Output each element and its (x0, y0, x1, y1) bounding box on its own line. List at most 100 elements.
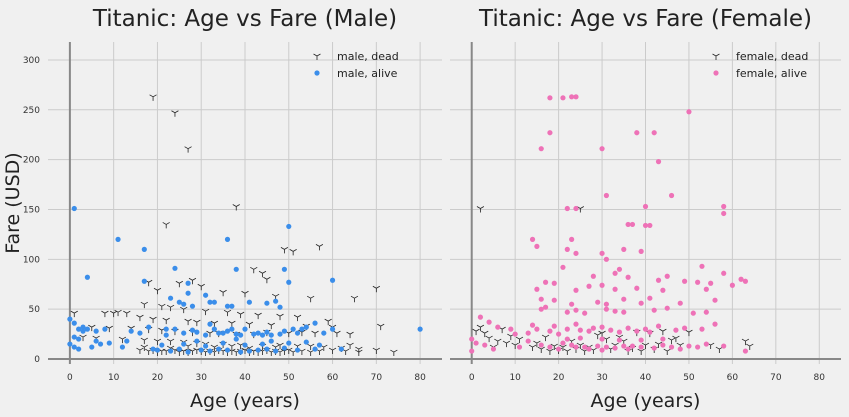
data-point (576, 342, 585, 350)
data-point (223, 309, 232, 317)
data-point (224, 347, 231, 353)
data-point (551, 323, 557, 329)
data-point (236, 311, 245, 319)
data-point (599, 146, 605, 152)
data-point (612, 270, 618, 276)
data-point (136, 347, 144, 355)
data-point (599, 336, 605, 342)
x-tick-label: 40 (640, 373, 652, 383)
data-point (599, 324, 605, 330)
data-point (224, 236, 231, 242)
data-point (664, 305, 670, 311)
data-point (634, 328, 640, 334)
data-point (346, 342, 354, 350)
data-point (634, 285, 640, 291)
data-point (203, 343, 209, 349)
data-point (293, 314, 302, 322)
data-point (564, 336, 570, 342)
data-point (586, 328, 592, 334)
data-point (538, 296, 544, 302)
data-point (508, 326, 514, 332)
data-point (197, 283, 205, 291)
data-point (149, 316, 157, 324)
data-point (258, 270, 267, 278)
data-point (276, 313, 284, 321)
data-point (294, 347, 301, 353)
y-axis-label: Fare (USD) (2, 152, 24, 253)
data-point (241, 290, 249, 298)
data-point (564, 205, 570, 212)
data-point (586, 346, 592, 352)
data-point (123, 310, 131, 318)
data-point (695, 344, 701, 350)
data-point (599, 250, 605, 256)
chart-panel-2: 0 10 20 30 40 50 60 70 80 female, dead female, ali… (450, 6, 841, 412)
y-tick-label: 50 (29, 305, 41, 315)
data-point (264, 300, 270, 306)
x-tick-label: 80 (414, 373, 426, 383)
data-point (573, 250, 579, 256)
data-point (312, 320, 318, 326)
data-point (154, 347, 161, 353)
data-point (482, 342, 488, 348)
data-point (329, 277, 336, 283)
data-point (281, 345, 287, 351)
x-tick-label: 30 (195, 373, 207, 383)
data-point (280, 247, 289, 254)
data-point (668, 344, 675, 350)
data-point (193, 319, 201, 327)
data-point (564, 309, 570, 315)
data-point (511, 342, 519, 350)
data-point (569, 301, 575, 307)
data-point (136, 314, 144, 322)
data-point (321, 330, 327, 336)
data-point (268, 338, 274, 344)
data-point (634, 130, 640, 136)
data-point (512, 331, 518, 337)
x-tick-label: 70 (770, 373, 782, 383)
data-point (599, 282, 605, 288)
data-point (612, 308, 618, 314)
data-point (172, 326, 178, 332)
x-tick-label: 0 (469, 373, 475, 383)
data-point (550, 343, 558, 351)
data-point (264, 346, 270, 352)
data-point (158, 303, 166, 311)
x-tick-label: 30 (596, 373, 608, 383)
data-point (599, 347, 605, 353)
data-point (638, 337, 644, 343)
data-point (625, 346, 631, 352)
x-tick-label: 10 (509, 373, 521, 383)
x-tick-label: 60 (727, 373, 739, 383)
data-point (534, 243, 540, 249)
data-point (289, 249, 297, 256)
data-point (485, 335, 493, 343)
data-point (207, 321, 213, 327)
data-point (181, 341, 187, 347)
data-point (638, 248, 644, 254)
data-point (564, 246, 570, 252)
chart-panel-1: 0 10 20 30 40 50 60 70 80 0 50 100 150 200 250 300 male,… (2, 6, 442, 412)
data-point (629, 343, 636, 349)
data-point (185, 349, 191, 355)
data-point (642, 222, 649, 229)
data-point (189, 327, 196, 333)
data-point (211, 299, 217, 305)
data-point (655, 159, 662, 165)
data-point (647, 222, 653, 229)
data-point (667, 337, 676, 345)
data-point (538, 146, 544, 152)
data-point (71, 205, 77, 212)
data-point (71, 344, 77, 350)
data-point (641, 342, 650, 350)
data-point (534, 326, 540, 332)
data-point (560, 340, 566, 346)
data-point (220, 330, 226, 336)
data-point (97, 341, 104, 347)
data-point (246, 299, 252, 305)
data-point (529, 236, 536, 242)
data-point (176, 346, 182, 352)
data-point (228, 343, 236, 351)
data-point (159, 342, 165, 348)
